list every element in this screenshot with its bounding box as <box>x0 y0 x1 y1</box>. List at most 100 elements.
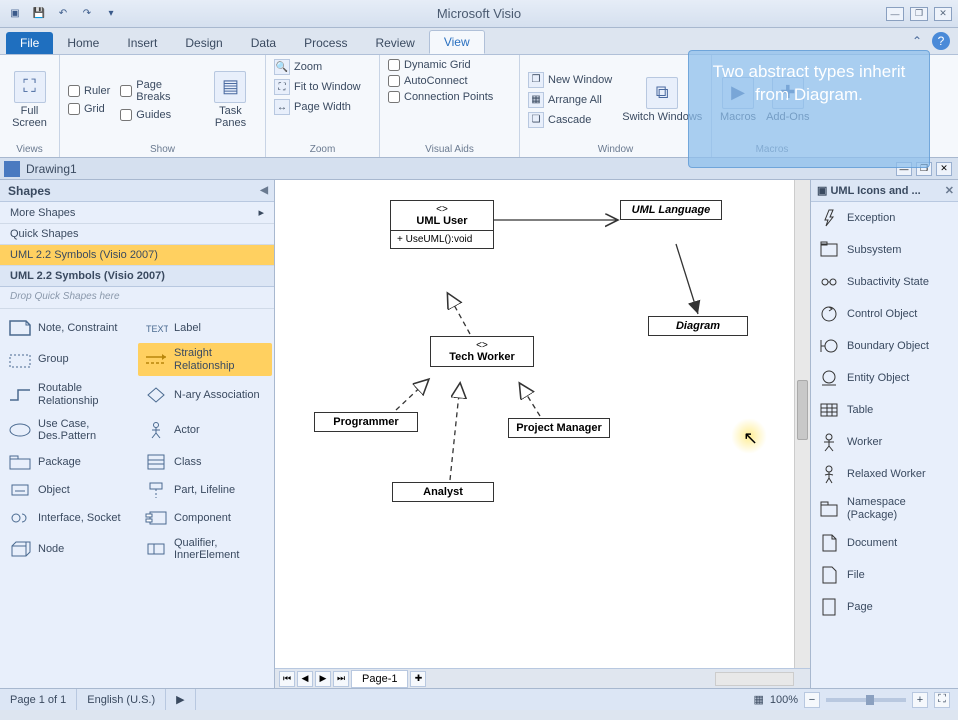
tab-home[interactable]: Home <box>53 32 113 54</box>
quick-shapes-dropzone[interactable]: Drop Quick Shapes here <box>0 287 274 309</box>
page-width-button[interactable]: ↔Page Width <box>274 99 351 115</box>
tab-file[interactable]: File <box>6 32 53 54</box>
tab-design[interactable]: Design <box>171 32 236 54</box>
zoom-level[interactable]: 100% <box>770 694 798 706</box>
uml-icon-item[interactable]: Boundary Object <box>811 330 958 362</box>
tab-view[interactable]: View <box>429 30 485 54</box>
fit-page-button[interactable]: ⛶ <box>934 692 950 708</box>
shape-item[interactable]: Routable Relationship <box>2 378 136 411</box>
shape-item[interactable]: Interface, Socket <box>2 505 136 531</box>
page-next-button[interactable]: ▶ <box>315 671 331 687</box>
uml-stencil-item[interactable]: UML 2.2 Symbols (Visio 2007) <box>0 245 274 266</box>
shape-item[interactable]: Note, Constraint <box>2 315 136 341</box>
uml-node-techworker[interactable]: <>Tech Worker <box>430 336 534 367</box>
page-last-button[interactable]: ⏭ <box>333 671 349 687</box>
status-view-icon[interactable]: ▦ <box>753 693 763 706</box>
switchwindows-button[interactable]: ⧉ Switch Windows <box>622 77 702 123</box>
tab-insert[interactable]: Insert <box>113 32 171 54</box>
autoconnect-checkbox[interactable]: AutoConnect <box>388 75 468 87</box>
status-macro-icon[interactable]: ▶ <box>166 689 195 710</box>
doc-close-button[interactable]: ✕ <box>936 162 952 176</box>
uml-node-diagram[interactable]: Diagram <box>648 316 748 336</box>
zoom-in-button[interactable]: + <box>912 692 928 708</box>
dyngrid-checkbox[interactable]: Dynamic Grid <box>388 59 471 71</box>
shape-item[interactable]: Qualifier, InnerElement <box>138 533 272 566</box>
minimize-button[interactable]: — <box>886 7 904 21</box>
qat-dropdown-icon[interactable]: ▾ <box>102 5 120 23</box>
undo-icon[interactable]: ↶ <box>54 5 72 23</box>
uml-icon-item[interactable]: Document <box>811 527 958 559</box>
maximize-button[interactable]: ❐ <box>910 7 928 21</box>
uml-icon-item[interactable]: Subsystem <box>811 234 958 266</box>
uml-icon-item[interactable]: File <box>811 559 958 591</box>
pagebreaks-checkbox[interactable]: Page Breaks <box>120 79 194 103</box>
newwindow-button[interactable]: ❐New Window <box>528 72 612 88</box>
grid-checkbox[interactable]: Grid <box>68 103 110 115</box>
uml-icon-item[interactable]: Page <box>811 591 958 623</box>
collapse-shapes-icon[interactable]: ◀ <box>260 185 268 196</box>
shape-item[interactable]: Component <box>138 505 272 531</box>
vertical-scrollbar[interactable] <box>794 180 810 668</box>
status-language[interactable]: English (U.S.) <box>77 689 166 710</box>
tab-process[interactable]: Process <box>290 32 361 54</box>
uml-node-projman[interactable]: Project Manager <box>508 418 610 438</box>
uml-node-programmer[interactable]: Programmer <box>314 412 418 432</box>
uml-icon-item[interactable]: Entity Object <box>811 362 958 394</box>
shape-item[interactable]: N-ary Association <box>138 378 272 411</box>
ruler-checkbox[interactable]: Ruler <box>68 85 110 97</box>
redo-icon[interactable]: ↷ <box>78 5 96 23</box>
more-shapes-item[interactable]: More Shapes▸ <box>0 202 274 224</box>
shape-icon <box>8 319 32 337</box>
shape-icon <box>8 351 32 369</box>
horizontal-scrollbar[interactable] <box>715 672 794 686</box>
uml-node-umllang[interactable]: UML Language <box>620 200 722 220</box>
new-page-button[interactable]: ✚ <box>410 671 426 687</box>
uml-node-analyst[interactable]: Analyst <box>392 482 494 502</box>
shape-item[interactable]: Use Case, Des.Pattern <box>2 414 136 447</box>
doc-restore-button[interactable]: ❐ <box>916 162 932 176</box>
uml-icon-item[interactable]: Relaxed Worker <box>811 458 958 490</box>
save-icon[interactable]: 💾 <box>30 5 48 23</box>
shape-item[interactable]: Part, Lifeline <box>138 477 272 503</box>
arrangeall-button[interactable]: ▦Arrange All <box>528 92 612 108</box>
panel-close-button[interactable]: ✕ <box>945 184 954 197</box>
drawing-canvas[interactable]: <>UML User+ UseUML():void UML Language Dia… <box>275 180 810 668</box>
uml-icon-item[interactable]: Namespace (Package) <box>811 490 958 527</box>
visio-icon[interactable]: ▣ <box>6 5 24 23</box>
close-button[interactable]: ✕ <box>934 7 952 21</box>
help-icon[interactable]: ? <box>932 32 950 50</box>
shape-item[interactable]: Group <box>2 343 136 376</box>
uml-icon-item[interactable]: Table <box>811 394 958 426</box>
taskpanes-button[interactable]: ▤ Task Panes <box>204 71 257 129</box>
zoom-out-button[interactable]: − <box>804 692 820 708</box>
ribbon-minimize-icon[interactable]: ⌃ <box>908 32 926 50</box>
macros-button[interactable]: ▶ Macros <box>720 77 756 123</box>
cascade-button[interactable]: ❏Cascade <box>528 112 612 128</box>
tab-review[interactable]: Review <box>361 32 428 54</box>
uml-icon-item[interactable]: Subactivity State <box>811 266 958 298</box>
zoom-button[interactable]: 🔍Zoom <box>274 59 322 75</box>
uml-icon-item[interactable]: Worker <box>811 426 958 458</box>
shape-item[interactable]: TEXTLabel <box>138 315 272 341</box>
addons-button[interactable]: ✚ Add-Ons <box>766 77 809 123</box>
shape-item[interactable]: Class <box>138 449 272 475</box>
guides-checkbox[interactable]: Guides <box>120 109 194 121</box>
shape-item[interactable]: Actor <box>138 414 272 447</box>
shape-item[interactable]: Package <box>2 449 136 475</box>
uml-node-umluser[interactable]: <>UML User+ UseUML():void <box>390 200 494 249</box>
uml-icon-item[interactable]: Exception <box>811 202 958 234</box>
page-first-button[interactable]: ⏮ <box>279 671 295 687</box>
page-prev-button[interactable]: ◀ <box>297 671 313 687</box>
quick-shapes-item[interactable]: Quick Shapes <box>0 224 274 245</box>
shape-item[interactable]: Object <box>2 477 136 503</box>
zoom-slider[interactable] <box>826 698 906 702</box>
fit-window-button[interactable]: ⛶Fit to Window <box>274 79 361 95</box>
doc-minimize-button[interactable]: — <box>896 162 912 176</box>
fullscreen-button[interactable]: ⛶ Full Screen <box>8 71 51 129</box>
shape-item[interactable]: Straight Relationship <box>138 343 272 376</box>
shape-item[interactable]: Node <box>2 533 136 566</box>
connpoints-checkbox[interactable]: Connection Points <box>388 91 493 103</box>
uml-icon-item[interactable]: Control Object <box>811 298 958 330</box>
page-tab-1[interactable]: Page-1 <box>351 670 408 688</box>
tab-data[interactable]: Data <box>237 32 290 54</box>
